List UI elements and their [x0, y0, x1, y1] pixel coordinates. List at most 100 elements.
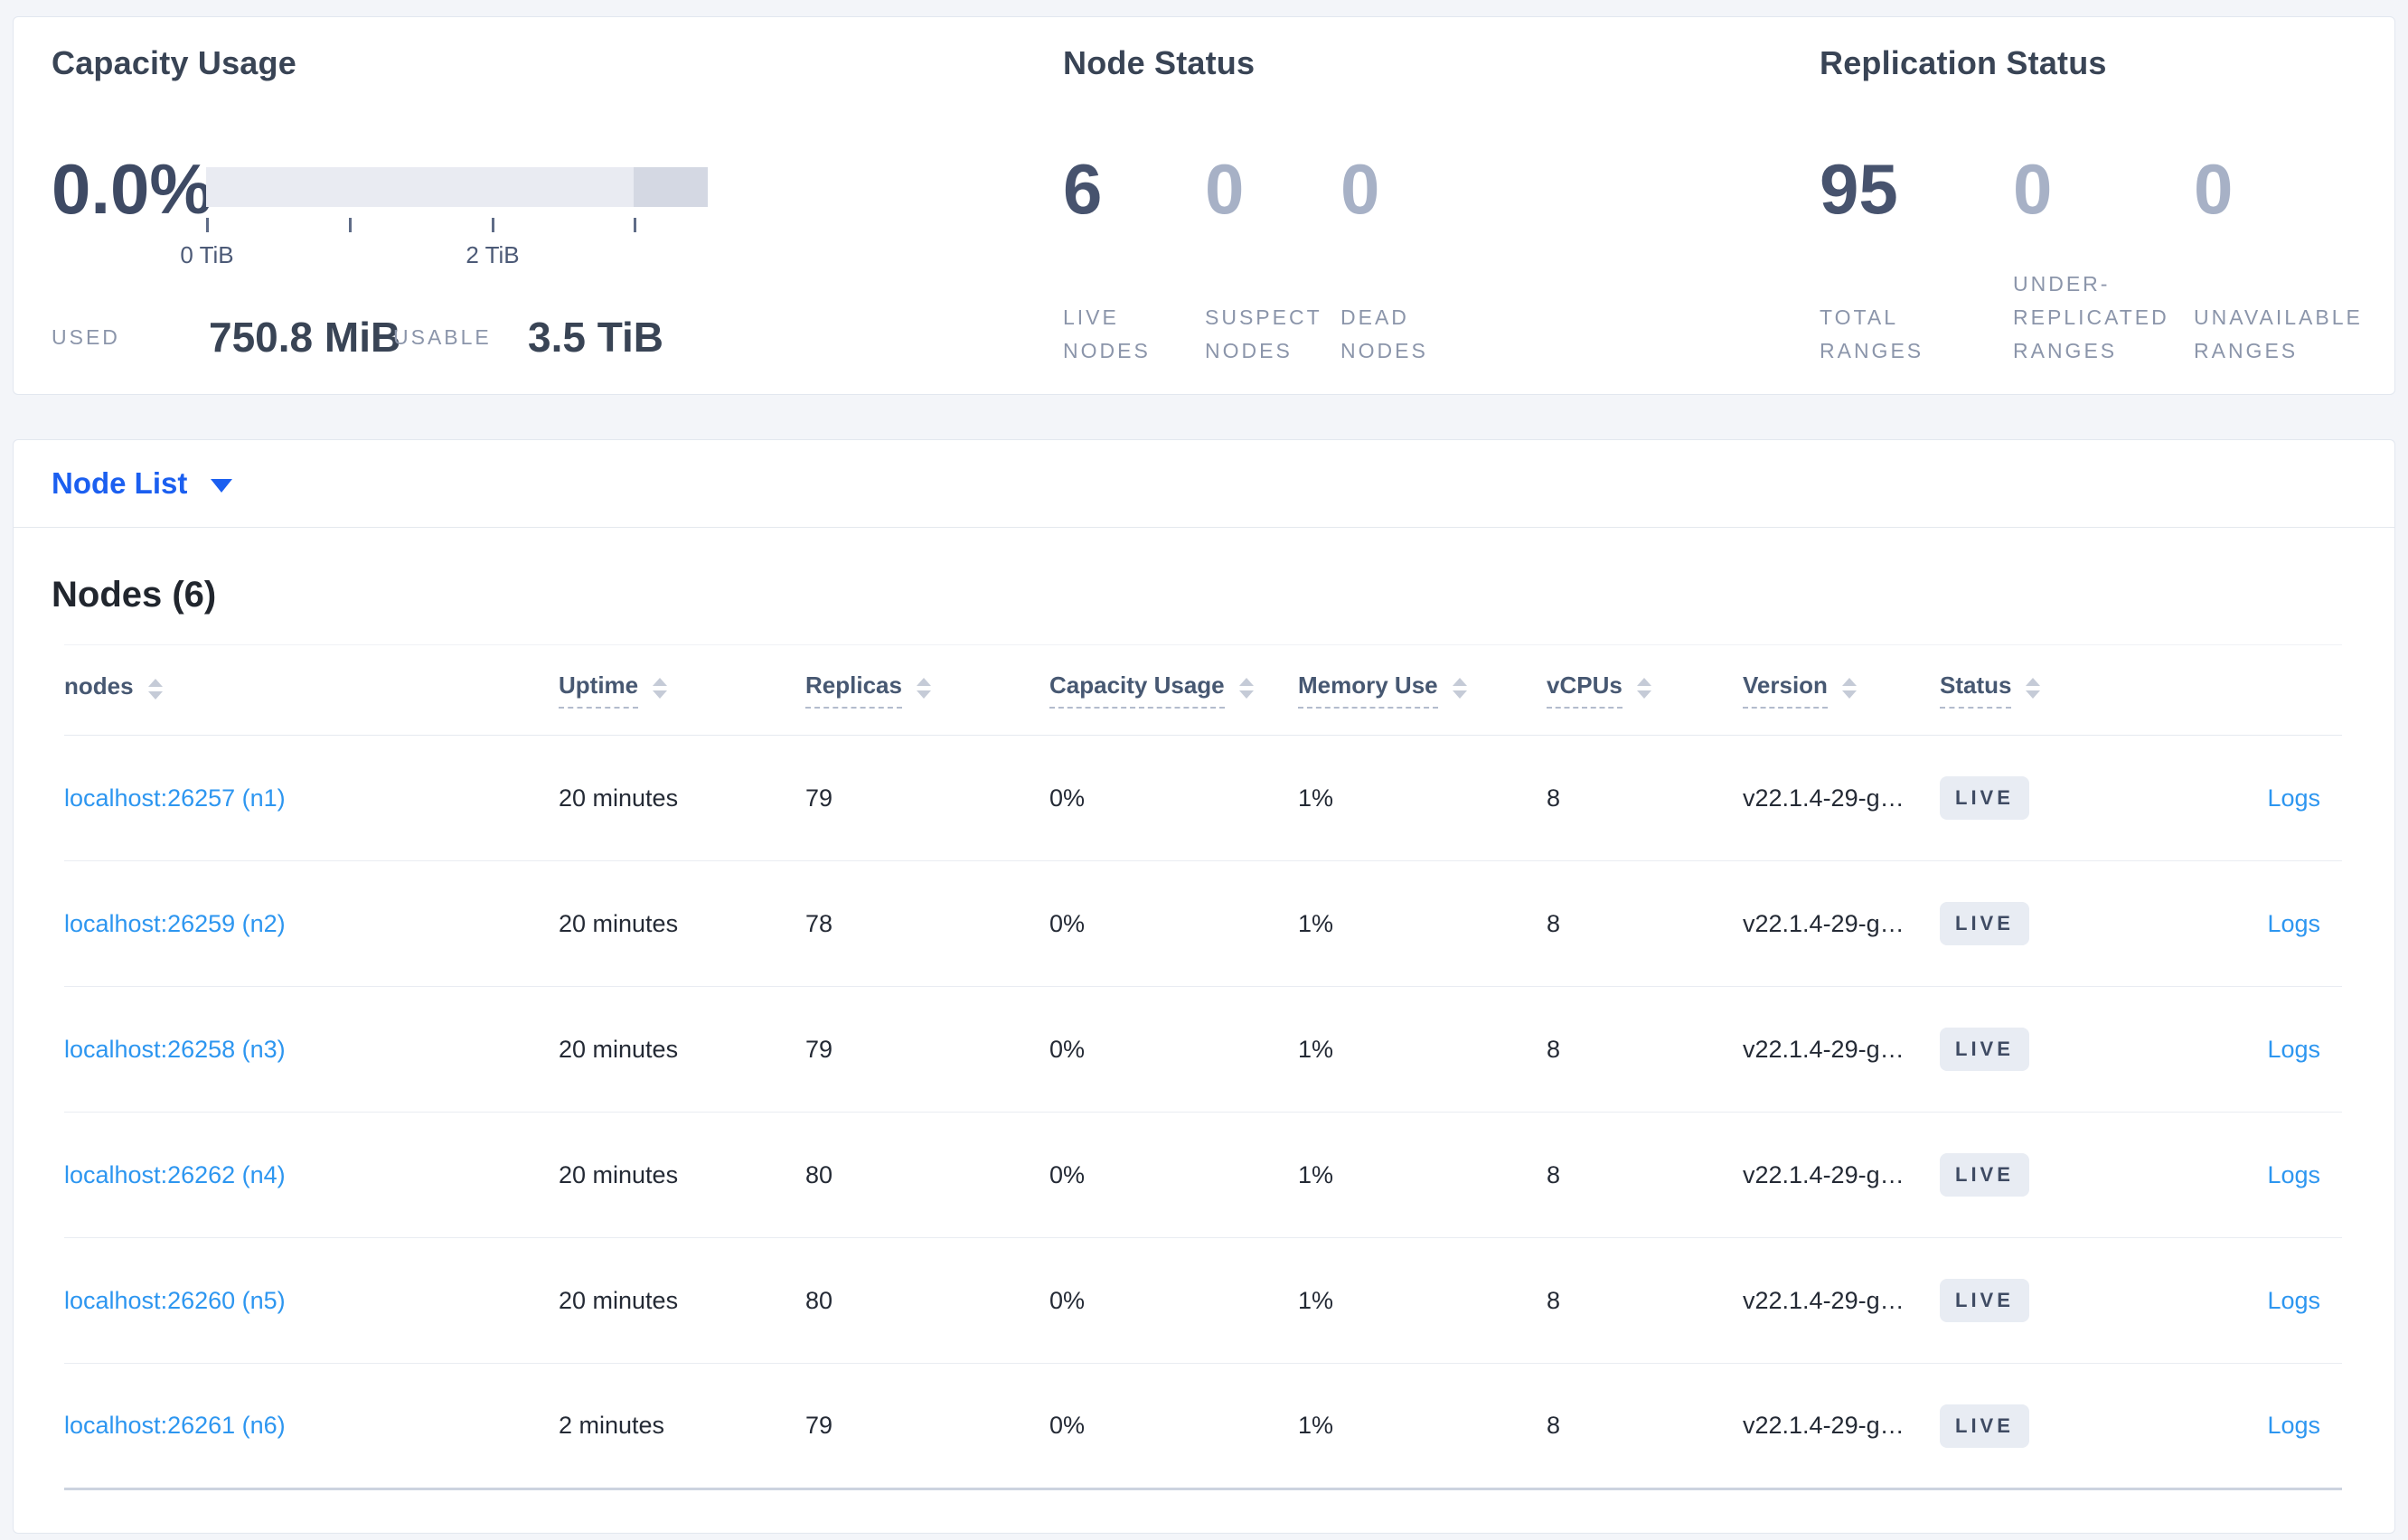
- replicas-cell: 80: [805, 1237, 1049, 1364]
- sort-ascending-icon: [147, 679, 163, 687]
- status-badge: LIVE: [1940, 1028, 2029, 1071]
- sort-ascending-icon: [1636, 678, 1651, 686]
- replicas-cell: 79: [805, 735, 1049, 861]
- sort-icon[interactable]: [1636, 678, 1651, 699]
- node-list-dropdown-label: Node List: [52, 466, 188, 500]
- logs-link[interactable]: Logs: [2267, 1286, 2320, 1314]
- logs-link[interactable]: Logs: [2267, 1035, 2320, 1063]
- replication-status-title: Replication Status: [1820, 44, 2107, 81]
- sort-icon[interactable]: [1452, 678, 1467, 699]
- node-list-panel: Node List Nodes (6) nodes Uptime Replica…: [13, 439, 2395, 1534]
- table-row: localhost:26257 (n1) 20 minutes 79 0% 1%…: [64, 735, 2342, 861]
- column-header-replicas[interactable]: Replicas: [805, 644, 1049, 736]
- table-row: localhost:26261 (n6) 2 minutes 79 0% 1% …: [64, 1363, 2342, 1490]
- column-header-nodes[interactable]: nodes: [64, 644, 559, 736]
- logs-link[interactable]: Logs: [2267, 784, 2320, 812]
- sort-ascending-icon: [2026, 678, 2041, 686]
- version-cell: v22.1.4-29-g…: [1743, 1363, 1940, 1490]
- sort-descending-icon: [1238, 690, 1254, 699]
- table-row: localhost:26259 (n2) 20 minutes 78 0% 1%…: [64, 860, 2342, 987]
- version-cell: v22.1.4-29-g…: [1743, 1237, 1940, 1364]
- uptime-cell: 20 minutes: [559, 860, 805, 987]
- sort-icon[interactable]: [147, 679, 163, 700]
- node-link[interactable]: localhost:26262 (n4): [64, 1160, 286, 1188]
- used-label: USED: [52, 325, 120, 349]
- version-cell: v22.1.4-29-g…: [1743, 986, 1940, 1113]
- sort-descending-icon: [147, 691, 163, 700]
- vcpus-cell: 8: [1547, 1112, 1743, 1238]
- summary-stat: 6 LIVE NODES: [1063, 149, 1151, 362]
- uptime-cell: 2 minutes: [559, 1363, 805, 1490]
- node-link[interactable]: localhost:26258 (n3): [64, 1035, 286, 1063]
- table-row: localhost:26258 (n3) 20 minutes 79 0% 1%…: [64, 986, 2342, 1113]
- sort-icon[interactable]: [2026, 678, 2041, 699]
- column-header-uptime[interactable]: Uptime: [559, 644, 805, 736]
- used-value: 750.8 MiB: [209, 314, 401, 361]
- node-list-dropdown[interactable]: Node List: [52, 466, 233, 501]
- nodes-heading: Nodes (6): [52, 575, 217, 615]
- node-list-dropdown-row: Node List: [14, 440, 2394, 528]
- node-link[interactable]: localhost:26260 (n5): [64, 1286, 286, 1314]
- replicas-cell: 79: [805, 986, 1049, 1113]
- nodes-table: nodes Uptime Replicas Capacity Usage Mem…: [64, 644, 2342, 1490]
- axis-tick: [634, 218, 636, 232]
- node-status-stats: 6 LIVE NODES 0 SUSPECT NODES 0 DEAD NODE…: [1063, 144, 1485, 368]
- column-header-status[interactable]: Status: [1940, 644, 2152, 736]
- usable-value: 3.5 TiB: [528, 314, 663, 361]
- status-badge: LIVE: [1940, 902, 2029, 945]
- node-link[interactable]: localhost:26261 (n6): [64, 1412, 286, 1439]
- uptime-cell: 20 minutes: [559, 1112, 805, 1238]
- logs-link[interactable]: Logs: [2267, 909, 2320, 937]
- sort-icon[interactable]: [1238, 678, 1254, 699]
- logs-link[interactable]: Logs: [2267, 1160, 2320, 1188]
- column-header-logs-spacer: [2152, 644, 2342, 736]
- axis-tick-label: 0 TiB: [180, 241, 234, 268]
- sort-icon[interactable]: [1841, 678, 1857, 699]
- sort-ascending-icon: [916, 678, 931, 686]
- status-badge: LIVE: [1940, 1279, 2029, 1322]
- memory-use-cell: 1%: [1298, 1363, 1547, 1490]
- column-header-vcpus[interactable]: vCPUs: [1547, 644, 1743, 736]
- sort-descending-icon: [2026, 690, 2041, 699]
- memory-use-cell: 1%: [1298, 735, 1547, 861]
- sort-descending-icon: [1841, 690, 1857, 699]
- summary-stat: 0 UNAVAILABLE RANGES: [2194, 149, 2363, 362]
- capacity-usage-cell: 0%: [1049, 860, 1298, 987]
- vcpus-cell: 8: [1547, 735, 1743, 861]
- memory-use-cell: 1%: [1298, 1237, 1547, 1364]
- replicas-cell: 78: [805, 860, 1049, 987]
- table-row: localhost:26262 (n4) 20 minutes 80 0% 1%…: [64, 1112, 2342, 1238]
- node-status-title: Node Status: [1063, 44, 1256, 81]
- column-header-memory-use[interactable]: Memory Use: [1298, 644, 1547, 736]
- vcpus-cell: 8: [1547, 1363, 1743, 1490]
- capacity-usage-cell: 0%: [1049, 1237, 1298, 1364]
- sort-descending-icon: [653, 690, 668, 699]
- column-header-capacity-usage[interactable]: Capacity Usage: [1049, 644, 1298, 736]
- memory-use-cell: 1%: [1298, 986, 1547, 1113]
- vcpus-cell: 8: [1547, 986, 1743, 1113]
- summary-stat: 0 SUSPECT NODES: [1205, 149, 1322, 362]
- capacity-usage-cell: 0%: [1049, 735, 1298, 861]
- column-header-version[interactable]: Version: [1743, 644, 1940, 736]
- status-badge: LIVE: [1940, 1153, 2029, 1197]
- axis-tick: [349, 218, 352, 232]
- capacity-bar-track: [206, 167, 708, 207]
- cluster-summary-panel: Capacity Usage 0.0% 0 TiB 2 TiB USED 750.…: [13, 16, 2395, 395]
- memory-use-cell: 1%: [1298, 1112, 1547, 1238]
- sort-icon[interactable]: [653, 678, 668, 699]
- table-row: localhost:26260 (n5) 20 minutes 80 0% 1%…: [64, 1237, 2342, 1364]
- vcpus-cell: 8: [1547, 1237, 1743, 1364]
- axis-tick-label: 2 TiB: [466, 241, 520, 268]
- nodes-table-body: localhost:26257 (n1) 20 minutes 79 0% 1%…: [64, 735, 2342, 1490]
- capacity-bar-chart: 0 TiB 2 TiB: [180, 167, 708, 268]
- sort-icon[interactable]: [916, 678, 931, 699]
- node-link[interactable]: localhost:26257 (n1): [64, 784, 286, 812]
- version-cell: v22.1.4-29-g…: [1743, 860, 1940, 987]
- summary-stat: 0 UNDER-REPLICATED RANGES: [2013, 149, 2169, 362]
- axis-tick: [206, 218, 209, 232]
- summary-stat: 95 TOTAL RANGES: [1820, 149, 1924, 362]
- node-link[interactable]: localhost:26259 (n2): [64, 909, 286, 937]
- status-badge: LIVE: [1940, 776, 2029, 820]
- logs-link[interactable]: Logs: [2267, 1412, 2320, 1439]
- uptime-cell: 20 minutes: [559, 986, 805, 1113]
